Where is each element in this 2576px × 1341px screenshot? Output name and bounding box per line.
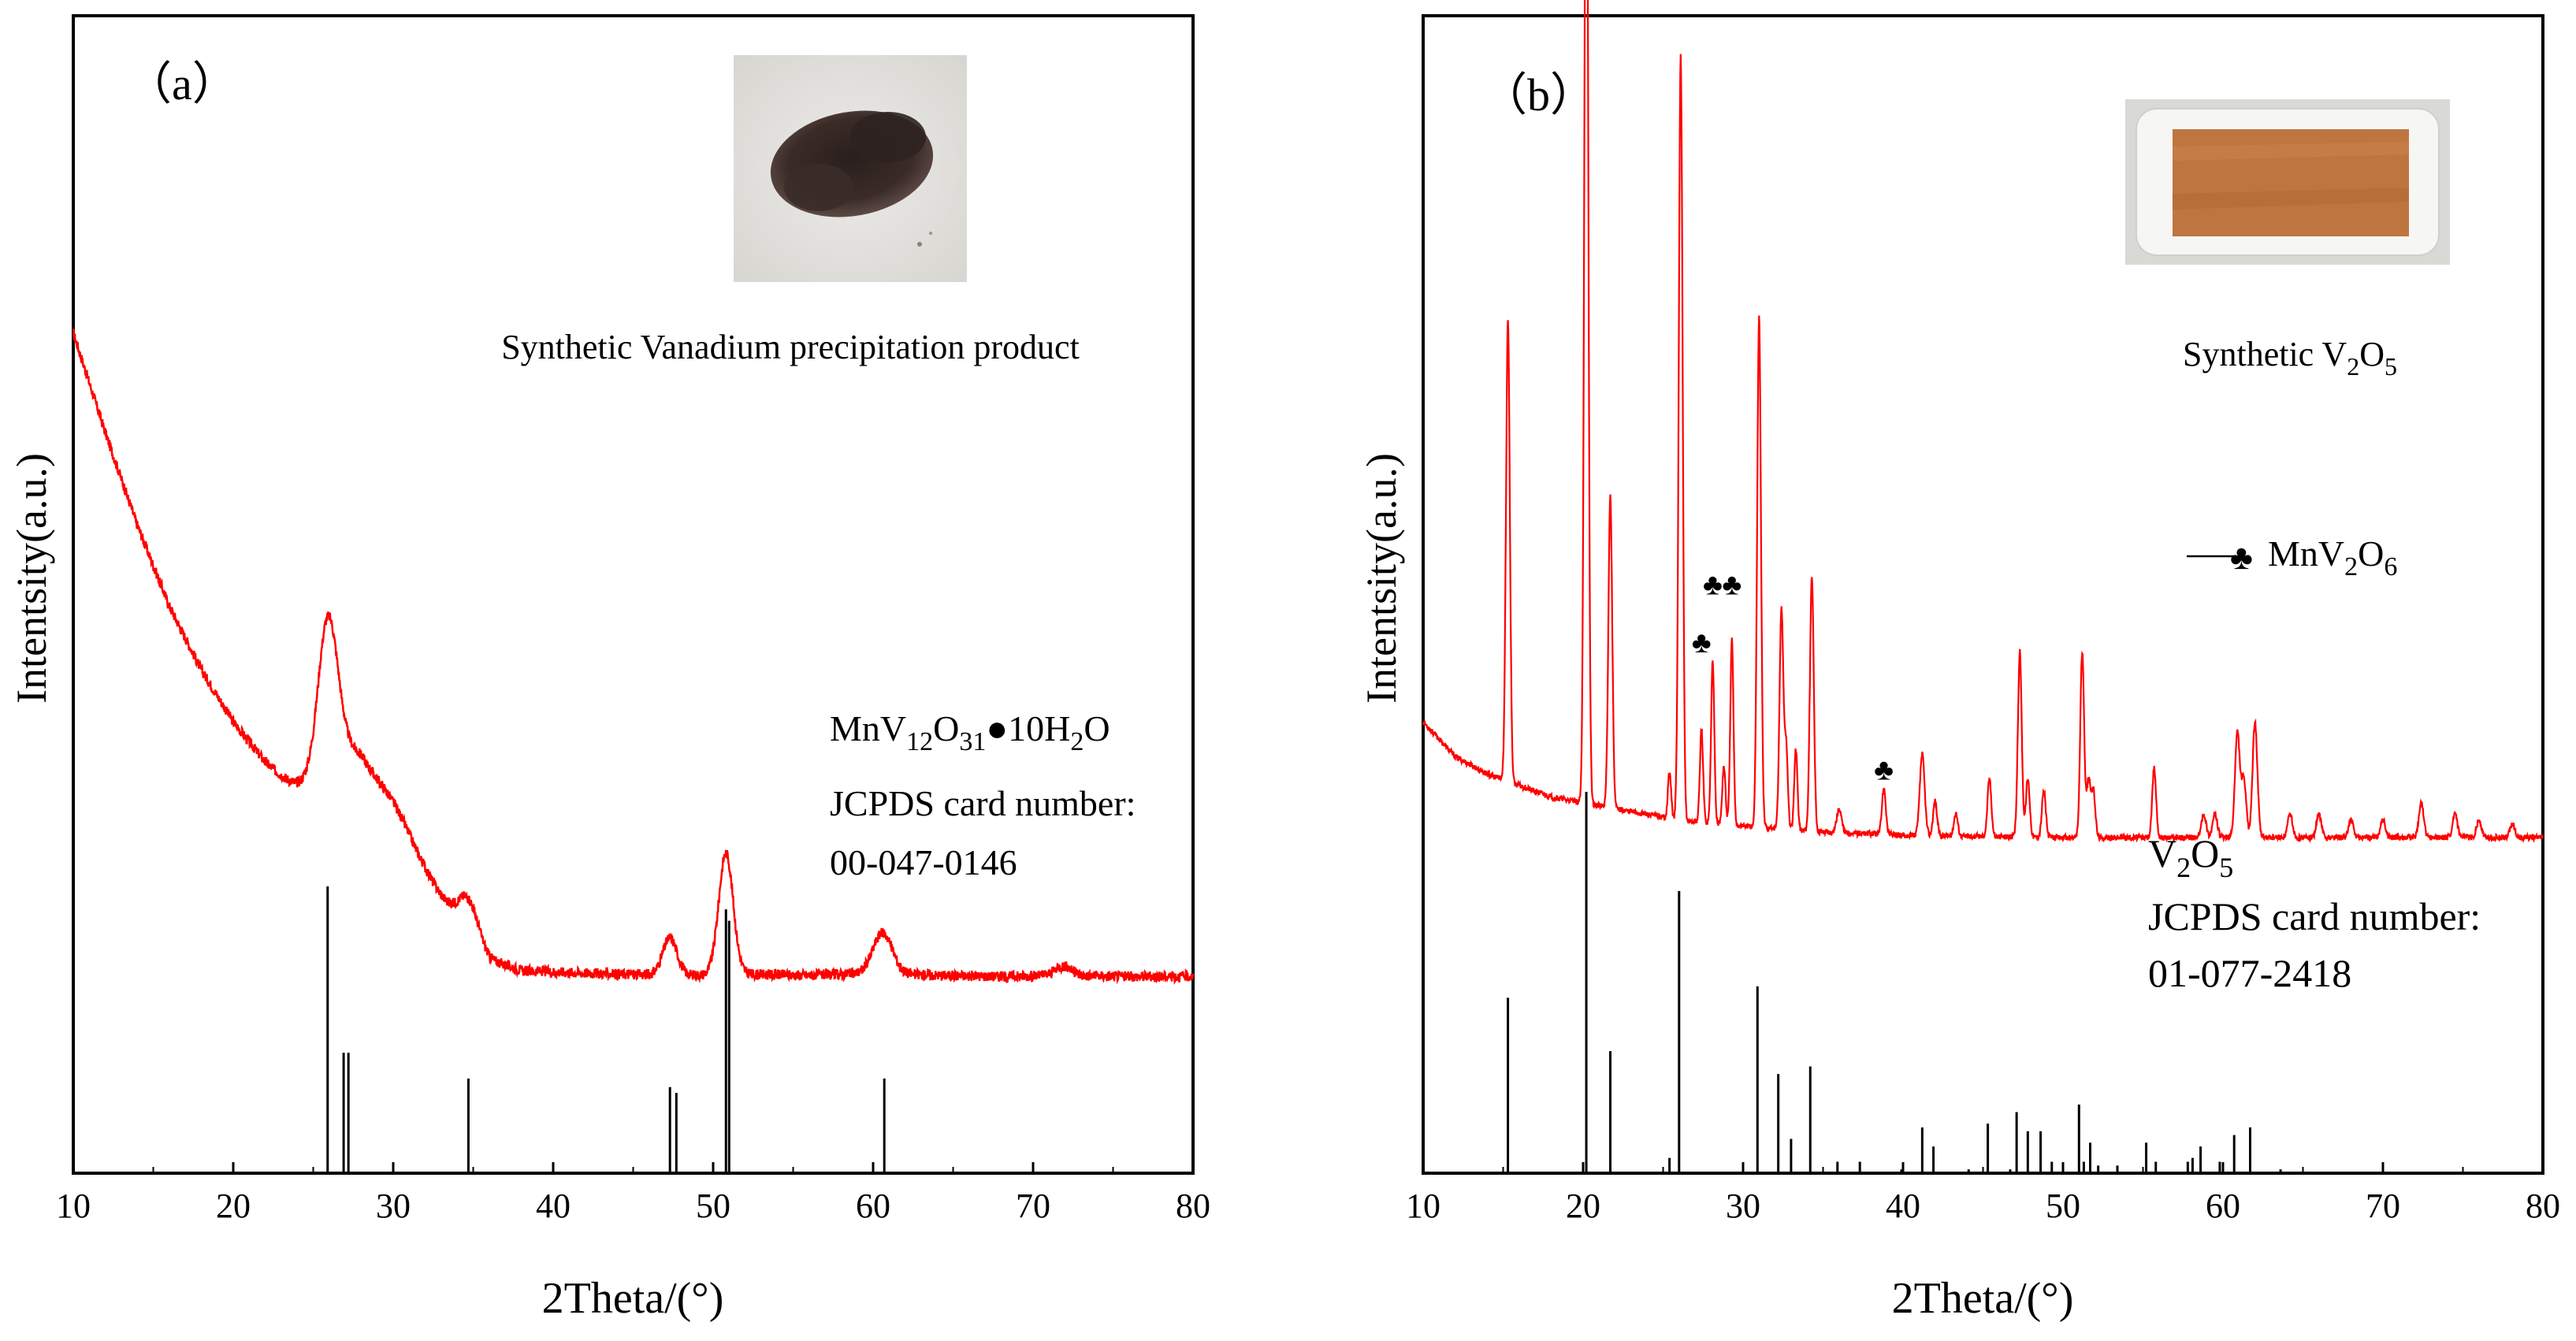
x-axis-label-b: 2Theta/(°) xyxy=(1892,1274,2074,1323)
legend-part: MnV xyxy=(2268,533,2344,574)
formula-sub: 12 xyxy=(906,727,933,756)
plot-frame-a xyxy=(72,14,1195,1175)
caption-sub: 5 xyxy=(2385,352,2397,381)
jcpds-number-b: 01-077-2418 xyxy=(2148,951,2351,995)
xrd-pattern-line-a xyxy=(72,328,1195,986)
x-tick-label: 40 xyxy=(536,1187,571,1225)
x-tick-label: 30 xyxy=(1726,1187,1760,1225)
xrd-pattern-line-b xyxy=(1422,0,2544,844)
caption-sub: 2 xyxy=(2347,352,2359,381)
legend-sub: 6 xyxy=(2384,552,2397,581)
photo-caption-a: Synthetic Vanadium precipitation product xyxy=(501,328,1080,366)
club-marker: ♣ xyxy=(1722,569,1741,602)
panel-label-a: （a） xyxy=(126,58,238,110)
jcpds-number-a: 00-047-0146 xyxy=(830,842,1017,882)
formula-part: ●10H xyxy=(986,708,1070,749)
x-tick-label: 80 xyxy=(1176,1187,1210,1225)
club-marker: ♣ xyxy=(1874,754,1894,787)
formula-part: O xyxy=(2191,831,2219,875)
x-axis-label-a: 2Theta/(°) xyxy=(542,1274,724,1323)
formula-sub: 2 xyxy=(1070,727,1084,756)
x-tick-label: 20 xyxy=(216,1187,251,1225)
formula-part: O xyxy=(1084,708,1110,749)
formula-part: O xyxy=(933,708,959,749)
marker-legend-label: MnV2O6 xyxy=(2268,533,2397,581)
reference-lines-b xyxy=(1507,792,2282,1173)
y-axis-label-a: Intentsity(a.u.) xyxy=(8,453,55,704)
legend-part: O xyxy=(2358,533,2384,574)
x-tick-label: 70 xyxy=(1016,1187,1050,1225)
x-tick-label: 10 xyxy=(1406,1187,1440,1225)
legend-formula-a: MnV12O31●10H2O xyxy=(830,708,1110,756)
panel-label-b: （b） xyxy=(1481,69,1596,121)
formula-part: V xyxy=(2148,831,2176,875)
x-tick-label: 10 xyxy=(56,1187,91,1225)
panel-b: 10 20 30 40 50 60 70 80 ♣♣ ♣♣ （b） Synthetic V2O5… xyxy=(1358,0,2560,1323)
x-tick-label: 60 xyxy=(2206,1187,2240,1225)
x-axis-b: 10 20 30 40 50 60 70 80 xyxy=(1406,1162,2560,1225)
legend-formula-b: V2O5 xyxy=(2148,831,2233,883)
x-tick-label: 70 xyxy=(2366,1187,2400,1225)
legend-sub: 2 xyxy=(2344,552,2358,581)
panel-a: 10 20 30 40 50 60 70 80 （a） Synthetic Vanadium … xyxy=(8,14,1210,1323)
caption-part: O xyxy=(2359,335,2385,373)
club-marker: ♣ xyxy=(1692,626,1712,659)
sample-photo-b xyxy=(2125,99,2450,265)
photo-caption-b: Synthetic V2O5 xyxy=(2183,335,2397,381)
formula-part: MnV xyxy=(830,708,906,749)
x-tick-label: 30 xyxy=(376,1187,411,1225)
formula-sub: 31 xyxy=(959,727,986,756)
x-tick-label: 40 xyxy=(1886,1187,1920,1225)
plot-frame-b xyxy=(1422,14,2544,1175)
club-icon: ♣ xyxy=(2230,538,2253,577)
jcpds-label-a: JCPDS card number: xyxy=(830,783,1136,823)
mnv2o6-markers: ♣♣ ♣♣ xyxy=(1692,569,1894,787)
jcpds-label-b: JCPDS card number: xyxy=(2148,894,2481,938)
x-tick-label: 50 xyxy=(2046,1187,2080,1225)
reference-lines-a xyxy=(326,886,886,1173)
formula-sub: 5 xyxy=(2219,852,2233,883)
x-tick-label: 80 xyxy=(2526,1187,2560,1225)
sample-photo-a xyxy=(734,55,967,282)
y-axis-label-b: Intentsity(a.u.) xyxy=(1358,453,1405,704)
caption-part: Synthetic V xyxy=(2183,335,2347,373)
formula-sub: 2 xyxy=(2176,852,2191,883)
x-tick-label: 20 xyxy=(1566,1187,1600,1225)
marker-legend: ♣ MnV2O6 xyxy=(2187,533,2397,581)
x-tick-label: 50 xyxy=(696,1187,730,1225)
x-axis-a: 10 20 30 40 50 60 70 80 xyxy=(56,1162,1210,1225)
x-tick-label: 60 xyxy=(856,1187,890,1225)
club-marker: ♣ xyxy=(1703,569,1723,602)
